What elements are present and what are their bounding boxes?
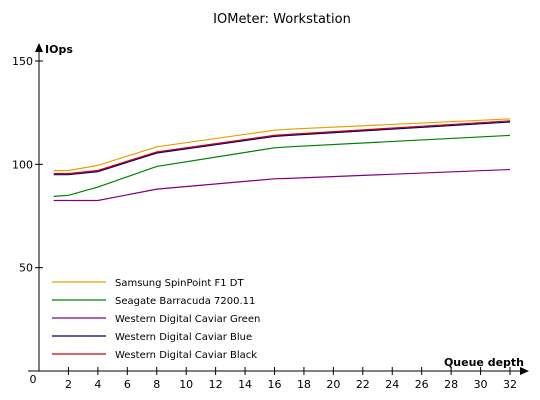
series-lines [53,118,511,202]
x-tick-label: 32 [503,378,517,391]
y-tick-label: 50 [19,262,33,275]
x-tick-label: 12 [209,378,223,391]
x-tick-label: 18 [297,378,311,391]
y-axis-label: IOps [45,43,73,56]
x-tick-label: 4 [94,378,101,391]
y-ticks: 50 100 150 0 [12,55,43,386]
chart-title: IOMeter: Workstation [213,12,351,27]
y-tick-label: 100 [12,158,33,171]
axes [28,43,529,375]
x-tick-label: 14 [238,378,252,391]
legend-label-1: Samsung SpinPoint F1 DT [115,278,244,289]
x-tick-label: 16 [268,378,282,391]
x-tick-label: 8 [153,378,160,391]
x-axis-label: Queue depth [444,356,524,369]
legend-label-4: Western Digital Caviar Blue [115,332,252,343]
x-tick-label: 20 [326,378,340,391]
x-tick-label: 2 [65,378,72,391]
legend-label-2: Seagate Barracuda 7200.11 [115,296,255,307]
x-tick-label: 30 [474,378,488,391]
x-axis-arrow [520,367,529,375]
legend-label-5: Western Digital Caviar Black [115,350,257,361]
x-tick-label: 28 [444,378,458,391]
series-line-5 [53,120,511,175]
series-line-1 [53,118,511,172]
series-line-2 [53,134,511,197]
x-tick-label: 22 [356,378,370,391]
legend-label-3: Western Digital Caviar Green [115,314,260,325]
y-tick-label: 150 [12,55,33,68]
x-tick-label: 26 [415,378,429,391]
series-line-3 [53,168,511,202]
origin-label: 0 [30,373,37,386]
x-tick-label: 24 [385,378,399,391]
x-ticks: 2 4 6 8 10 12 14 16 18 20 22 24 26 28 30 32 [65,367,517,391]
y-axis-arrow [35,43,43,52]
legend: Samsung SpinPoint F1 DT Seagate Barracuda… [52,278,260,361]
x-tick-label: 6 [124,378,131,391]
x-tick-label: 10 [179,378,193,391]
series-line-4 [53,121,511,176]
